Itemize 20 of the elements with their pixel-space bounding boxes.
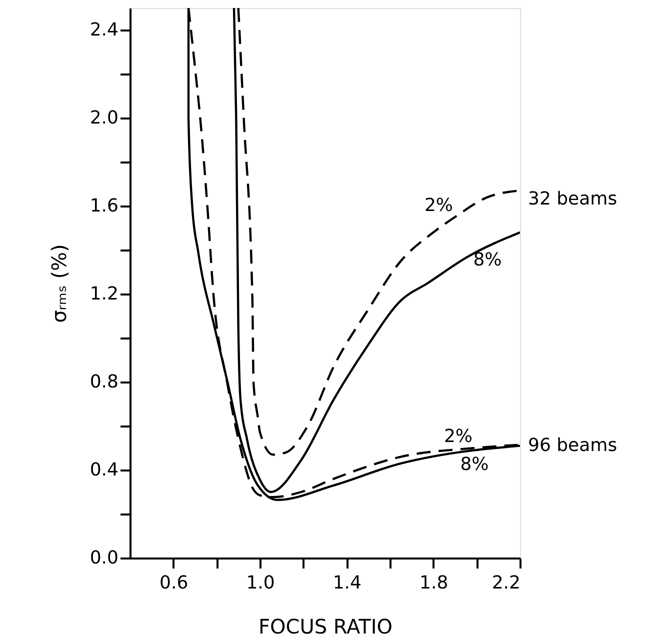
- x-tick-label: 2.2: [492, 572, 520, 594]
- y-axis-title: σᵣₘₛ (%): [46, 244, 71, 323]
- y-tick-label: 2.0: [90, 108, 118, 128]
- y-tick-label: 1.6: [90, 196, 118, 216]
- y-tick-label: 0.0: [90, 548, 118, 568]
- x-tick-label: 1.8: [420, 572, 448, 594]
- y-tick-label: 2.4: [90, 20, 118, 40]
- annotation: 32 beams: [528, 188, 618, 210]
- x-tick-label: 0.6: [160, 572, 188, 594]
- annotation: 8%: [460, 454, 489, 476]
- x-axis-title: FOCUS RATIO: [258, 614, 392, 638]
- y-tick-label: 0.8: [90, 372, 118, 392]
- x-tick-label: 1.0: [246, 572, 275, 594]
- y-tick-label: 0.4: [90, 460, 118, 480]
- annotation: 8%: [473, 250, 502, 271]
- x-tick-label: 1.4: [332, 572, 362, 594]
- annotation: 96 beams: [528, 434, 618, 456]
- y-tick-label: 1.2: [90, 284, 118, 304]
- annotation: 2%: [444, 426, 472, 447]
- annotation: 2%: [424, 195, 453, 216]
